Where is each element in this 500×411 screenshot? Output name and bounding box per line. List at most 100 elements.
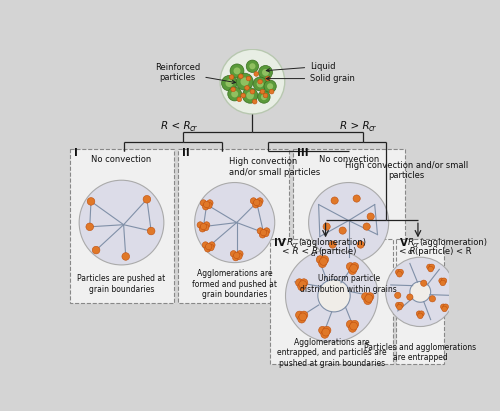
Circle shape [122,253,130,260]
Circle shape [321,330,328,338]
Circle shape [200,200,206,206]
Text: Particles and agglomerations
are entrapped: Particles and agglomerations are entrapp… [364,343,476,363]
Circle shape [86,223,94,231]
Text: (agglomeration): (agglomeration) [298,238,366,247]
Circle shape [230,64,244,78]
Circle shape [234,67,240,74]
Circle shape [439,278,444,284]
Text: Agglomerations are
entrapped, and particles are
pushed at grain boundaries: Agglomerations are entrapped, and partic… [277,338,386,367]
Circle shape [254,199,260,206]
Text: Liquid: Liquid [266,62,336,72]
Circle shape [238,74,243,79]
Circle shape [253,77,267,91]
Circle shape [148,227,155,235]
Circle shape [202,203,209,210]
Circle shape [250,89,254,94]
Circle shape [429,264,434,270]
Text: No convection: No convection [92,155,152,164]
Circle shape [256,198,263,204]
Circle shape [441,278,447,284]
Circle shape [242,88,258,103]
Circle shape [348,324,356,332]
Circle shape [244,85,250,90]
Circle shape [357,241,364,248]
Text: V: V [400,238,408,248]
Circle shape [300,279,308,286]
Circle shape [231,87,235,92]
Circle shape [350,322,358,330]
Circle shape [222,76,237,91]
Circle shape [208,242,215,248]
Circle shape [440,280,446,286]
Circle shape [322,328,330,336]
Circle shape [258,91,270,103]
Circle shape [264,228,270,234]
Circle shape [394,292,401,298]
Circle shape [246,60,258,72]
Circle shape [351,263,358,270]
Circle shape [418,311,424,316]
Text: < R < R: < R < R [282,247,318,256]
Text: Particles are pushed at
grain boundaries: Particles are pushed at grain boundaries [78,275,166,294]
Circle shape [350,264,358,272]
Circle shape [428,266,434,272]
Circle shape [254,72,258,76]
Text: (particle): (particle) [318,247,356,256]
Text: Uniform particle
distribution within grains: Uniform particle distribution within gra… [300,275,397,294]
Circle shape [230,75,234,79]
Circle shape [362,293,370,300]
Circle shape [260,89,264,94]
Circle shape [250,63,256,69]
Circle shape [200,223,206,230]
Circle shape [228,87,241,101]
Circle shape [365,294,373,302]
Bar [70,150,174,303]
Circle shape [320,258,328,266]
Circle shape [92,246,100,254]
Bar [396,239,444,364]
Circle shape [270,89,274,94]
Circle shape [418,313,423,319]
Circle shape [258,65,272,79]
Circle shape [256,81,264,88]
Circle shape [351,320,358,328]
Circle shape [252,201,259,208]
Text: Agglomerations are
formed and pushed at
grain boundaries: Agglomerations are formed and pushed at … [192,269,277,299]
Circle shape [299,313,306,321]
Text: cr: cr [311,252,318,257]
Circle shape [398,269,404,275]
Circle shape [231,90,238,97]
Circle shape [323,326,331,334]
Circle shape [396,269,401,275]
Circle shape [87,198,95,205]
Circle shape [260,229,266,236]
Text: Reinforced
particles: Reinforced particles [155,63,236,83]
Circle shape [416,311,422,316]
Text: No convection: No convection [318,155,379,164]
Circle shape [426,264,432,270]
Text: cr: cr [412,242,420,248]
Circle shape [346,320,354,328]
Circle shape [262,69,269,76]
Text: < R: < R [398,247,415,256]
Text: R: R [287,238,294,247]
Circle shape [79,180,164,265]
Circle shape [261,94,267,100]
Circle shape [257,228,264,234]
Text: High convection
and/or small particles: High convection and/or small particles [230,157,320,176]
Circle shape [260,232,266,238]
Circle shape [250,198,256,204]
Text: High convection and/or small
particles: High convection and/or small particles [345,161,468,180]
Circle shape [318,279,350,312]
Bar [270,239,394,364]
Circle shape [202,242,208,248]
Circle shape [430,296,436,302]
Circle shape [329,241,336,248]
Circle shape [299,281,306,289]
Circle shape [318,326,326,334]
Text: cr: cr [292,242,298,248]
Text: R > R: R > R [340,121,370,131]
Circle shape [206,243,212,250]
Circle shape [348,267,356,275]
Text: cr: cr [368,124,376,133]
